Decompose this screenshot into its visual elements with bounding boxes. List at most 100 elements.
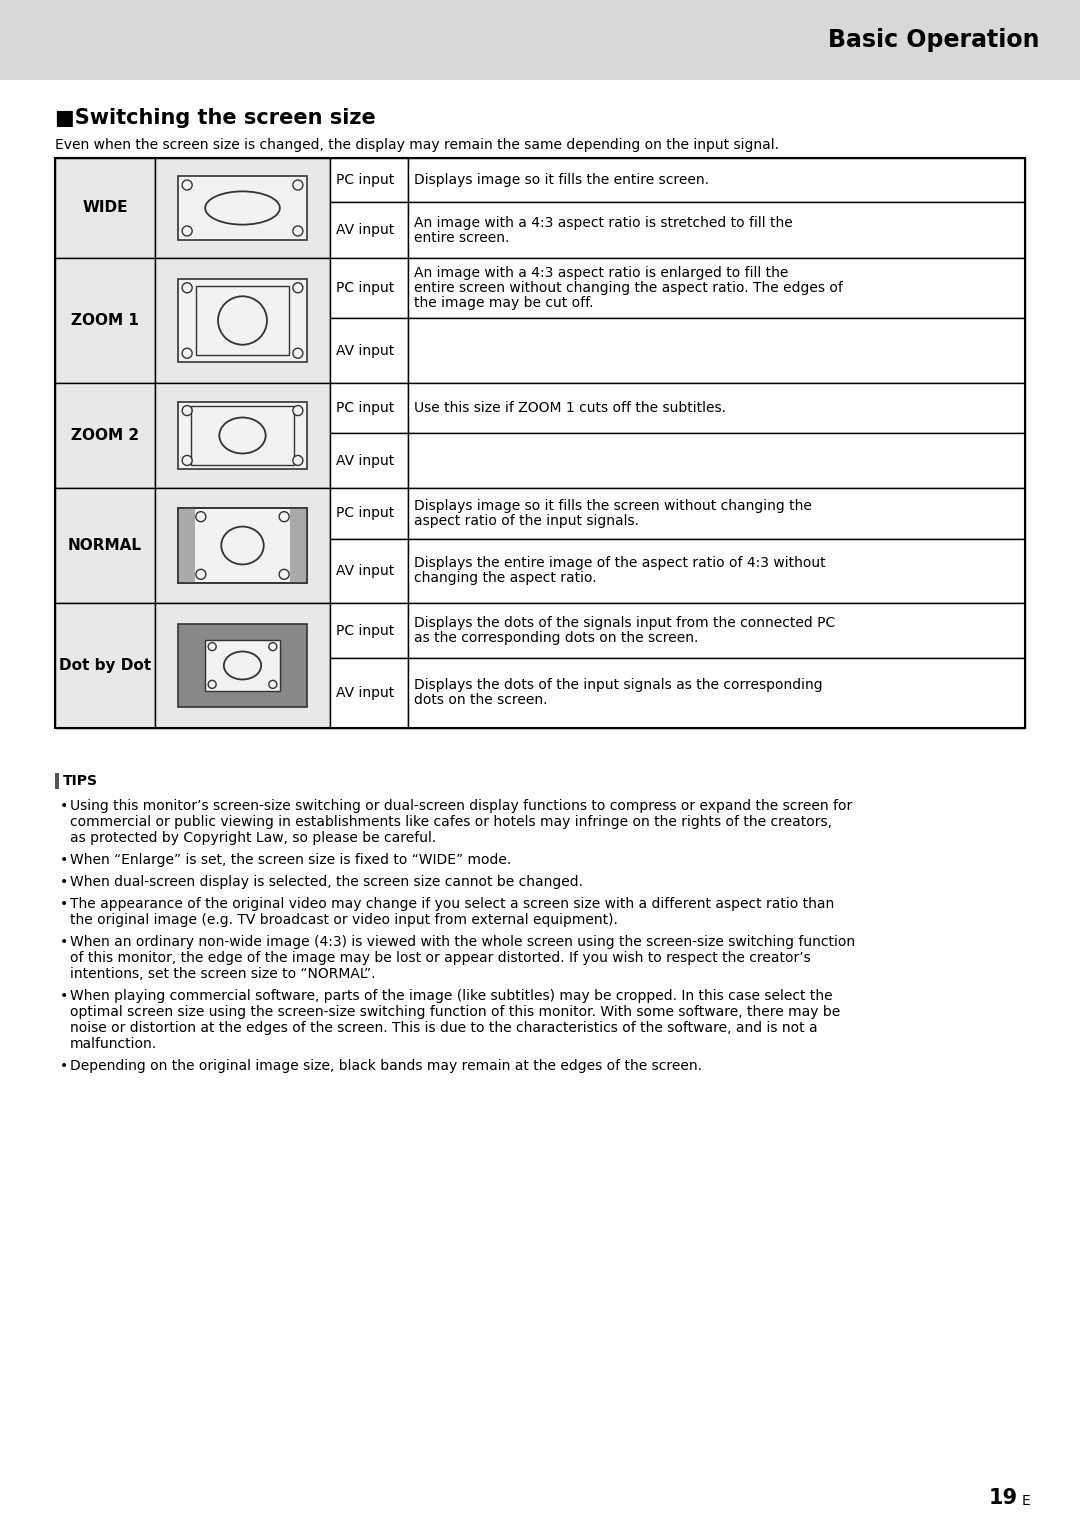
- Ellipse shape: [293, 180, 302, 189]
- Ellipse shape: [269, 643, 276, 651]
- Bar: [0, 0, 1080, 79]
- Bar: [55, 603, 156, 728]
- Text: •: •: [60, 1060, 68, 1073]
- Ellipse shape: [183, 348, 192, 359]
- Bar: [330, 318, 408, 383]
- Text: optimal screen size using the screen-size switching function of this monitor. Wi: optimal screen size using the screen-siz…: [70, 1005, 840, 1019]
- Ellipse shape: [279, 512, 289, 522]
- Text: the original image (e.g. TV broadcast or video input from external equipment).: the original image (e.g. TV broadcast or…: [70, 913, 618, 927]
- Ellipse shape: [183, 226, 192, 237]
- Text: •: •: [60, 896, 68, 912]
- Bar: [178, 279, 307, 362]
- Bar: [178, 507, 194, 583]
- Bar: [330, 157, 408, 202]
- Text: PC input: PC input: [336, 281, 394, 295]
- Bar: [178, 507, 307, 583]
- Bar: [408, 318, 1025, 383]
- Bar: [178, 623, 307, 707]
- Text: Displays image so it fills the screen without changing the: Displays image so it fills the screen wi…: [414, 499, 812, 513]
- Bar: [197, 286, 288, 354]
- Bar: [408, 658, 1025, 728]
- Bar: [178, 402, 307, 469]
- Bar: [156, 157, 330, 258]
- Text: •: •: [60, 989, 68, 1003]
- Text: An image with a 4:3 aspect ratio is enlarged to fill the: An image with a 4:3 aspect ratio is enla…: [414, 266, 788, 279]
- Text: noise or distortion at the edges of the screen. This is due to the characteristi: noise or distortion at the edges of the …: [70, 1022, 818, 1035]
- Ellipse shape: [293, 226, 302, 237]
- Bar: [178, 176, 307, 240]
- Text: Displays the dots of the signals input from the connected PC: Displays the dots of the signals input f…: [414, 615, 835, 631]
- Ellipse shape: [183, 282, 192, 293]
- Bar: [330, 539, 408, 603]
- Bar: [408, 489, 1025, 539]
- Ellipse shape: [279, 570, 289, 579]
- Text: PC input: PC input: [336, 507, 394, 521]
- Text: PC input: PC input: [336, 402, 394, 415]
- Text: AV input: AV input: [336, 686, 394, 699]
- Bar: [408, 539, 1025, 603]
- Text: AV input: AV input: [336, 344, 394, 357]
- Text: Basic Operation: Basic Operation: [828, 27, 1040, 52]
- Text: PC input: PC input: [336, 623, 394, 637]
- Text: ZOOM 2: ZOOM 2: [71, 428, 139, 443]
- Bar: [55, 383, 156, 489]
- Bar: [330, 658, 408, 728]
- Text: AV input: AV input: [336, 563, 394, 577]
- Text: Even when the screen size is changed, the display may remain the same depending : Even when the screen size is changed, th…: [55, 137, 779, 153]
- Text: When dual-screen display is selected, the screen size cannot be changed.: When dual-screen display is selected, th…: [70, 875, 583, 889]
- Bar: [408, 157, 1025, 202]
- Text: When “Enlarge” is set, the screen size is fixed to “WIDE” mode.: When “Enlarge” is set, the screen size i…: [70, 854, 511, 867]
- Text: NORMAL: NORMAL: [68, 538, 141, 553]
- Text: malfunction.: malfunction.: [70, 1037, 157, 1051]
- Bar: [156, 489, 330, 603]
- Text: An image with a 4:3 aspect ratio is stretched to fill the: An image with a 4:3 aspect ratio is stre…: [414, 215, 793, 229]
- Text: Displays the entire image of the aspect ratio of 4:3 without: Displays the entire image of the aspect …: [414, 556, 825, 570]
- Ellipse shape: [293, 282, 302, 293]
- Bar: [55, 258, 156, 383]
- Bar: [330, 603, 408, 658]
- Text: TIPS: TIPS: [63, 774, 98, 788]
- Bar: [330, 202, 408, 258]
- Text: changing the aspect ratio.: changing the aspect ratio.: [414, 571, 596, 585]
- Text: •: •: [60, 875, 68, 889]
- Text: the image may be cut off.: the image may be cut off.: [414, 296, 594, 310]
- Bar: [330, 434, 408, 489]
- Text: as protected by Copyright Law, so please be careful.: as protected by Copyright Law, so please…: [70, 831, 436, 844]
- Text: When an ordinary non-wide image (4:3) is viewed with the whole screen using the : When an ordinary non-wide image (4:3) is…: [70, 935, 855, 948]
- Text: E: E: [1022, 1493, 1030, 1509]
- Text: Dot by Dot: Dot by Dot: [59, 658, 151, 673]
- Text: AV input: AV input: [336, 454, 394, 467]
- Ellipse shape: [195, 570, 206, 579]
- Bar: [330, 258, 408, 318]
- Text: Using this monitor’s screen-size switching or dual-screen display functions to c: Using this monitor’s screen-size switchi…: [70, 799, 852, 812]
- Bar: [156, 258, 330, 383]
- Bar: [330, 383, 408, 434]
- Text: •: •: [60, 799, 68, 812]
- Ellipse shape: [293, 455, 302, 466]
- Bar: [330, 489, 408, 539]
- Ellipse shape: [208, 643, 216, 651]
- Text: Use this size if ZOOM 1 cuts off the subtitles.: Use this size if ZOOM 1 cuts off the sub…: [414, 402, 726, 415]
- Text: WIDE: WIDE: [82, 200, 127, 215]
- Bar: [156, 603, 330, 728]
- Ellipse shape: [183, 180, 192, 189]
- Bar: [291, 507, 307, 583]
- Bar: [55, 157, 1025, 728]
- Ellipse shape: [183, 406, 192, 415]
- Text: as the corresponding dots on the screen.: as the corresponding dots on the screen.: [414, 631, 699, 644]
- Bar: [205, 640, 280, 692]
- Text: entire screen without changing the aspect ratio. The edges of: entire screen without changing the aspec…: [414, 281, 842, 295]
- Text: Depending on the original image size, black bands may remain at the edges of the: Depending on the original image size, bl…: [70, 1060, 702, 1073]
- Text: When playing commercial software, parts of the image (like subtitles) may be cro: When playing commercial software, parts …: [70, 989, 833, 1003]
- Text: entire screen.: entire screen.: [414, 231, 510, 244]
- Ellipse shape: [293, 406, 302, 415]
- Bar: [55, 489, 156, 603]
- Bar: [408, 603, 1025, 658]
- Bar: [408, 383, 1025, 434]
- Bar: [55, 773, 59, 789]
- Text: aspect ratio of the input signals.: aspect ratio of the input signals.: [414, 513, 639, 528]
- Bar: [156, 383, 330, 489]
- Text: intentions, set the screen size to “NORMAL”.: intentions, set the screen size to “NORM…: [70, 967, 376, 980]
- Bar: [408, 434, 1025, 489]
- Ellipse shape: [208, 681, 216, 689]
